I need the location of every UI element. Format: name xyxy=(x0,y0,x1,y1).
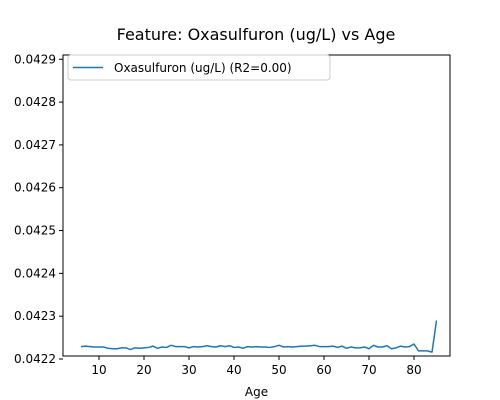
legend-label: Oxasulfuron (ug/L) (R2=0.00) xyxy=(114,61,292,75)
y-tick-label: 0.0424 xyxy=(14,266,56,280)
x-tick-label: 40 xyxy=(226,363,241,377)
y-tick-label: 0.0426 xyxy=(14,181,56,195)
y-tick-label: 0.0428 xyxy=(14,95,56,109)
plot-frame xyxy=(62,54,451,357)
series-line xyxy=(80,320,438,353)
x-tick-label: 60 xyxy=(316,363,331,377)
legend: Oxasulfuron (ug/L) (R2=0.00) xyxy=(67,54,331,81)
x-tick-label: 10 xyxy=(91,363,106,377)
y-tick-label: 0.0425 xyxy=(14,224,56,238)
x-tick-label: 20 xyxy=(136,363,151,377)
x-tick-label: 70 xyxy=(361,363,376,377)
x-tick-label: 50 xyxy=(271,363,286,377)
y-tick-label: 0.0429 xyxy=(14,52,56,66)
y-tick-label: 0.0427 xyxy=(14,138,56,152)
y-tick-label: 0.0422 xyxy=(14,352,56,366)
legend-box xyxy=(67,54,331,81)
y-tick-label: 0.0423 xyxy=(14,309,56,323)
x-tick-label: 30 xyxy=(181,363,196,377)
x-axis-label: Age xyxy=(245,385,268,399)
x-tick-label: 80 xyxy=(406,363,421,377)
chart-title: Feature: Oxasulfuron (ug/L) vs Age xyxy=(117,25,396,44)
